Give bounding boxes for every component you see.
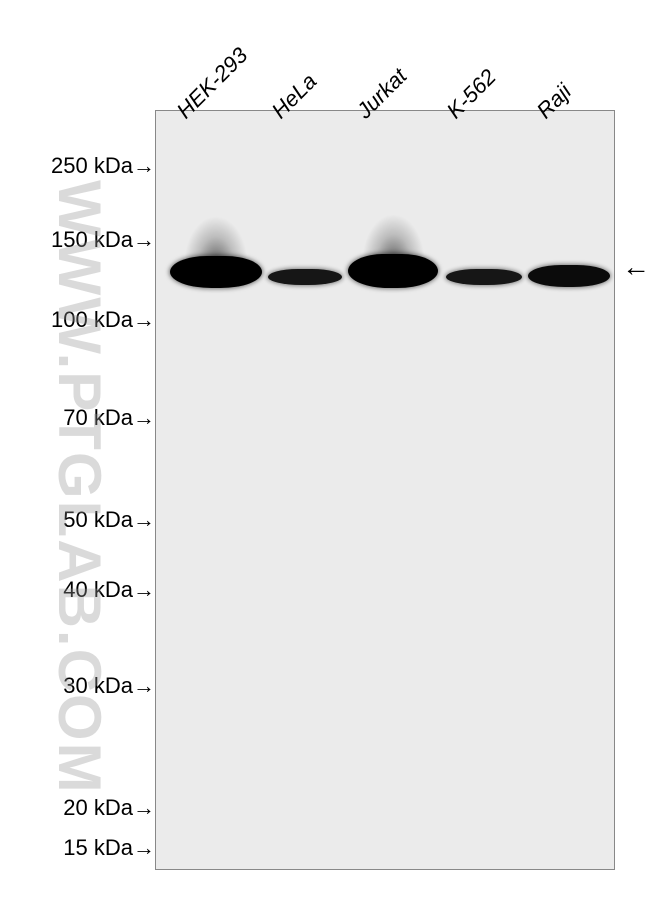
band-lane-3 bbox=[446, 269, 522, 285]
target-band-arrow: ← bbox=[622, 251, 650, 283]
mw-marker-4: 50 kDa→ bbox=[63, 507, 155, 533]
band-lane-1 bbox=[268, 269, 342, 285]
mw-marker-7: 20 kDa→ bbox=[63, 795, 155, 821]
mw-marker-1: 150 kDa→ bbox=[51, 227, 155, 253]
watermark-text: WWW.PTGLAB.COM bbox=[45, 180, 114, 795]
blot-membrane bbox=[155, 110, 615, 870]
band-lane-2 bbox=[348, 254, 438, 288]
band-lane-0 bbox=[170, 256, 262, 288]
mw-marker-0: 250 kDa→ bbox=[51, 153, 155, 179]
mw-marker-3: 70 kDa→ bbox=[63, 405, 155, 431]
mw-marker-8: 15 kDa→ bbox=[63, 835, 155, 861]
mw-marker-5: 40 kDa→ bbox=[63, 577, 155, 603]
band-lane-4 bbox=[528, 265, 610, 287]
mw-marker-6: 30 kDa→ bbox=[63, 673, 155, 699]
mw-marker-2: 100 kDa→ bbox=[51, 307, 155, 333]
